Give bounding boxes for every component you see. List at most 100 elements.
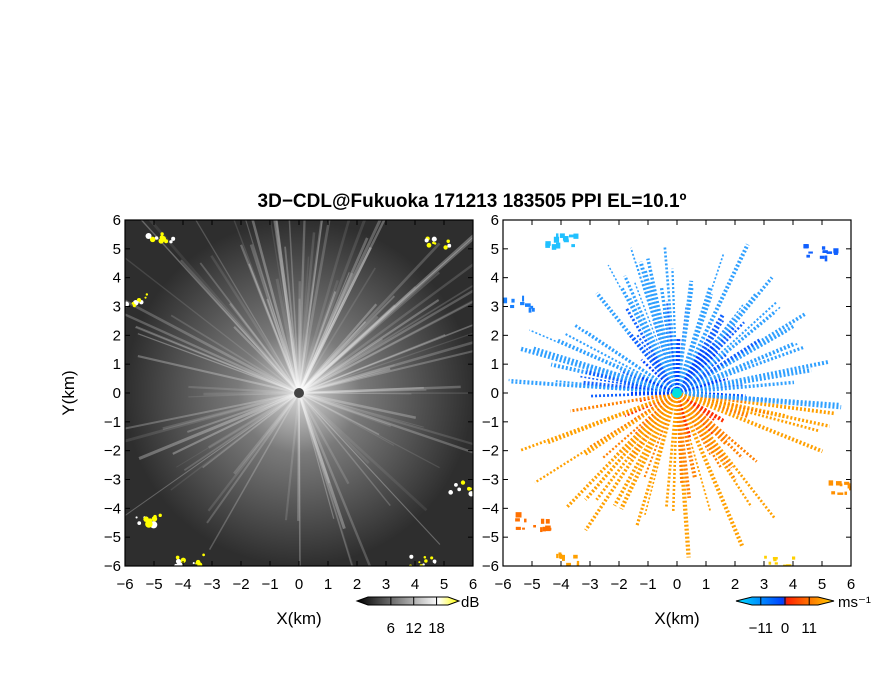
- y-tick-label: 3: [113, 299, 121, 316]
- velocity-echo: [803, 244, 809, 249]
- x-tick-label: 4: [789, 576, 797, 593]
- velocity-echo: [833, 248, 839, 254]
- velocity-ray: [676, 380, 795, 395]
- velocity-ray: [675, 325, 737, 395]
- velocity-echo: [562, 236, 569, 241]
- velocity-ray: [676, 391, 746, 404]
- strong-echo: [430, 556, 434, 560]
- reflectivity-ray: [175, 392, 300, 468]
- x-tick-label: −4: [174, 576, 191, 593]
- x-tick-label: 5: [440, 576, 448, 593]
- strong-echo: [443, 245, 448, 250]
- reflectivity-ray: [188, 392, 300, 398]
- x-tick-label: −1: [639, 576, 656, 593]
- reflectivity-ray: [170, 314, 300, 394]
- reflectivity-ray: [297, 220, 306, 394]
- reflectivity-ray: [275, 278, 301, 394]
- x-tick-label: 2: [731, 576, 739, 593]
- velocity-ray: [675, 338, 681, 394]
- velocity-echo: [839, 483, 843, 487]
- reflectivity-ray: [297, 392, 346, 530]
- velocity-ray: [676, 392, 729, 441]
- reflectivity-ray: [298, 392, 335, 519]
- velocity-colorbar: −11 0 11 ms⁻¹: [735, 594, 871, 637]
- x-tick-label: 0: [673, 576, 681, 593]
- velocity-ray: [629, 392, 678, 460]
- velocity-ray: [676, 306, 782, 394]
- reflectivity-ray: [298, 392, 440, 469]
- y-tick-label: 0: [491, 385, 499, 402]
- x-tick-label: −5: [523, 576, 540, 593]
- reflectivity-ray: [298, 295, 396, 394]
- strong-echo: [132, 304, 136, 308]
- velocity-ray: [674, 392, 698, 479]
- velocity-echo: [571, 244, 576, 248]
- reflectivity-ray: [298, 391, 473, 446]
- velocity-echo: [563, 239, 569, 243]
- velocity-echo: [532, 307, 535, 312]
- reflectivity-ray: [298, 271, 440, 394]
- reflectivity-ray: [249, 244, 301, 394]
- reflectivity-ray: [298, 392, 353, 566]
- velocity-ray: [582, 391, 679, 457]
- colorbar-tick-label: 11: [801, 620, 817, 637]
- reflectivity-ray: [297, 246, 372, 394]
- velocity-ray: [675, 392, 753, 508]
- reflectivity-ray: [298, 299, 473, 394]
- y-tick-label: −4: [482, 500, 499, 517]
- x-tick-label: −6: [116, 576, 133, 593]
- velocity-echo: [796, 569, 801, 574]
- reflectivity-ray: [298, 386, 424, 394]
- velocity-echo: [795, 568, 801, 571]
- velocity-ray: [650, 355, 679, 395]
- reflectivity-ray: [269, 220, 300, 394]
- y-tick-label: −5: [104, 529, 121, 546]
- reflectivity-ray: [298, 392, 395, 446]
- velocity-echo: [533, 524, 537, 528]
- strong-echo: [137, 521, 142, 525]
- reflectivity-ray: [140, 220, 300, 394]
- reflectivity-ray: [298, 324, 473, 394]
- colorbar-tick-label: 18: [428, 620, 445, 637]
- reflectivity-ray: [298, 236, 473, 395]
- reflectivity-ray: [297, 220, 386, 394]
- reflectivity-ray: [172, 392, 300, 455]
- x-tick-label: −2: [232, 576, 249, 593]
- reflectivity-ray: [298, 364, 395, 394]
- velocity-echo: [828, 480, 834, 486]
- velocity-ray: [508, 378, 678, 395]
- y-tick-label: −6: [482, 558, 499, 575]
- velocity-echo: [524, 518, 527, 523]
- velocity-ray: [585, 369, 678, 396]
- velocity-echo: [524, 303, 531, 307]
- reflectivity-ray: [195, 220, 300, 394]
- reflectivity-ray: [298, 220, 324, 394]
- velocity-echo: [540, 527, 543, 533]
- reflectivity-ray: [297, 220, 331, 394]
- reflectivity-ray: [297, 220, 351, 394]
- y-tick-label: 6: [491, 212, 499, 229]
- x-tick-label: 1: [324, 576, 332, 593]
- velocity-echo: [786, 564, 792, 566]
- reflectivity-ray: [297, 220, 323, 394]
- strong-echo: [153, 514, 157, 519]
- reflectivity-ray: [233, 220, 300, 394]
- strong-echo: [447, 244, 451, 248]
- reflectivity-ray: [298, 392, 331, 484]
- velocity-echo: [573, 554, 578, 559]
- velocity-echo: [792, 556, 796, 560]
- strong-echo: [431, 236, 437, 242]
- reflectivity-ray: [125, 392, 300, 517]
- velocity-echo: [822, 250, 828, 253]
- velocity-echo: [844, 481, 850, 485]
- velocity-ray: [676, 377, 729, 395]
- velocity-ray: [675, 391, 734, 469]
- reflectivity-ray: [297, 279, 339, 394]
- reflectivity-ray: [298, 391, 392, 428]
- velocity-echo: [779, 568, 782, 571]
- reflectivity-ray: [125, 257, 300, 394]
- velocity-ray: [675, 392, 692, 499]
- x-tick-label: 3: [760, 576, 768, 593]
- strong-echo: [448, 490, 453, 495]
- strong-echo: [145, 232, 152, 240]
